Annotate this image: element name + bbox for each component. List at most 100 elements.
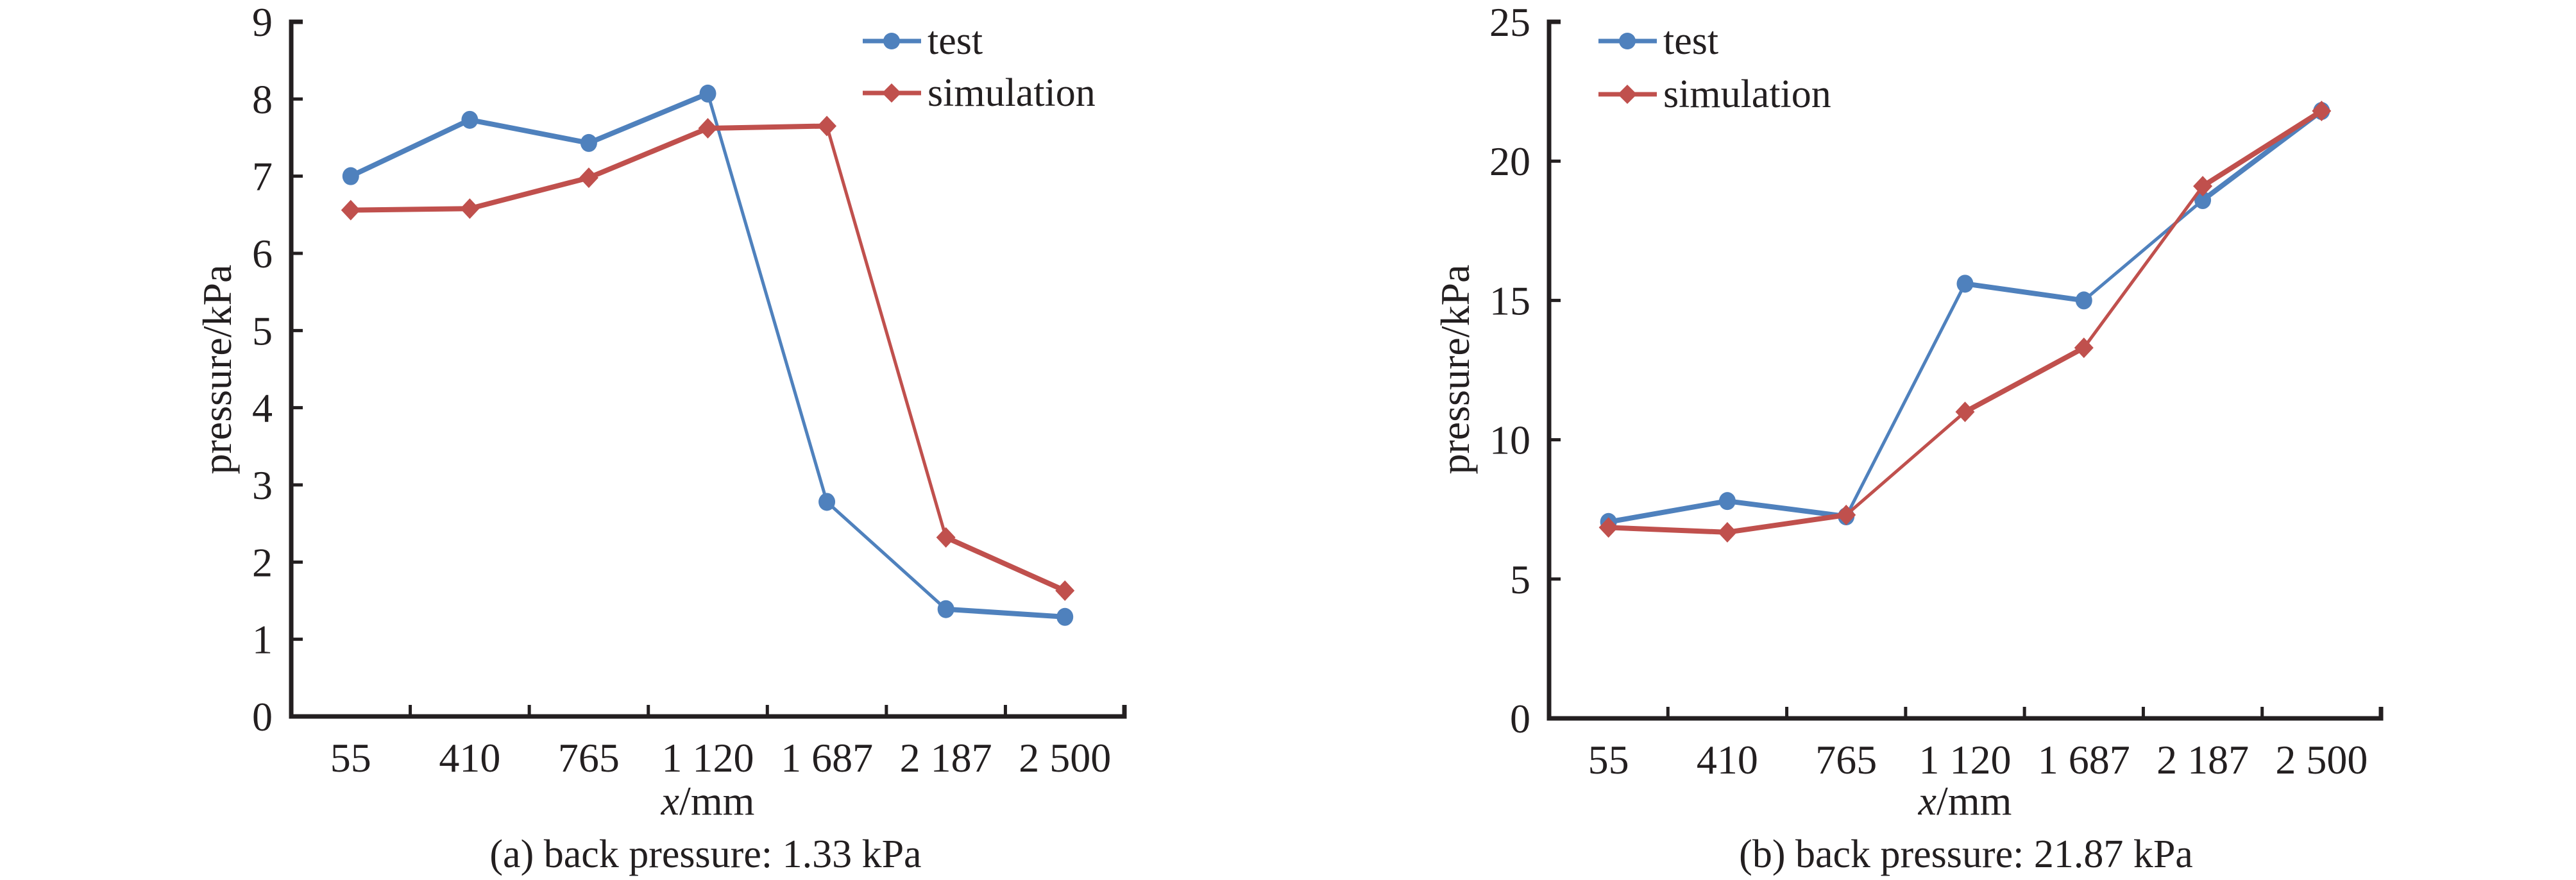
chart-caption: (b) back pressure: 21.87 kPa (1739, 833, 2193, 876)
chart-caption: (a) back pressure: 1.33 kPa (489, 833, 921, 876)
series-simulation (341, 115, 1075, 601)
data-point-simulation (579, 167, 598, 189)
y-tick-label: 9 (252, 0, 273, 45)
series-line-segment (2082, 198, 2205, 302)
series-line-segment (1606, 498, 1730, 525)
y-tick-label: 0 (1510, 696, 1530, 741)
series-line-segment (1724, 498, 1849, 520)
data-point-test (1718, 492, 1736, 511)
x-tick-label: 2 187 (2157, 737, 2249, 783)
y-tick-label: 10 (1489, 418, 1530, 463)
legend-label: test (928, 19, 983, 63)
series-line-segment (586, 90, 711, 146)
series-line-segment (943, 534, 1068, 593)
chart-a: 0 1 2 3 4 5 6 7 8 9 55 410 765 1 120 1 687 2 187 2 500 pr… (194, 0, 1127, 876)
x-tick-label: 765 (1815, 737, 1877, 783)
axes-frame (1546, 19, 2384, 721)
x-tick-label: 1 687 (2038, 737, 2130, 783)
legend-item-simulation: simulation (863, 71, 1096, 115)
data-point-simulation (1955, 402, 1975, 423)
x-axis-title-unit: /mm (1936, 778, 2012, 824)
y-axis-title: pressure/kPa (1432, 264, 1478, 474)
y-tick-label: 6 (252, 231, 273, 276)
y-tick-label: 5 (252, 308, 273, 353)
series-line-segment (706, 92, 829, 503)
x-tick-label: 55 (1588, 737, 1629, 783)
y-tick-label: 15 (1489, 278, 1530, 323)
legend-marker-diamond (882, 83, 901, 103)
x-axis-title-var: x (661, 778, 679, 824)
series-line-segment (1844, 410, 1967, 517)
data-point-test (2194, 191, 2212, 210)
data-point-test (2075, 291, 2092, 310)
series-line-segment (1606, 525, 1730, 535)
x-tick-label: 1 687 (781, 735, 873, 781)
data-point-simulation (936, 527, 956, 548)
series-test (342, 84, 1074, 626)
legend-item-test: test (863, 19, 983, 63)
series-line-segment (1844, 282, 1967, 518)
series-line-segment (825, 500, 948, 611)
data-point-test (1056, 607, 1074, 626)
data-point-test (937, 600, 954, 618)
data-point-simulation (817, 115, 837, 137)
legend-marker-diamond (1618, 85, 1637, 104)
series-simulation (1598, 101, 2332, 543)
x-tick-label: 2 187 (900, 735, 992, 781)
data-point-simulation (1598, 517, 1618, 538)
x-tick-label: 55 (330, 735, 371, 781)
x-axis-title-var: x (1918, 778, 1936, 824)
data-point-simulation (2312, 101, 2332, 122)
legend-label: simulation (1663, 72, 1831, 116)
x-tick-label: 410 (1697, 737, 1758, 783)
y-tick-label: 7 (252, 154, 273, 199)
series-line-segment (943, 606, 1068, 620)
series-line-segment (348, 117, 473, 179)
x-tick-label: 2 500 (1019, 735, 1111, 781)
series-line-segment (348, 206, 473, 213)
data-point-simulation (698, 118, 718, 139)
legend-marker-circle (1619, 33, 1636, 49)
series-line-segment (825, 124, 948, 539)
legend-label: simulation (928, 71, 1096, 115)
data-point-test (699, 84, 716, 103)
x-tick-label: 2 500 (2275, 737, 2368, 783)
data-point-simulation (1717, 521, 1737, 543)
legend-marker-circle (883, 33, 900, 49)
y-tick-label: 1 (252, 617, 273, 663)
series-line-segment (1962, 281, 2087, 303)
data-point-test (342, 167, 359, 185)
series-line-segment (467, 117, 591, 146)
x-tick-label: 1 120 (1919, 737, 2012, 783)
legend-item-simulation: simulation (1598, 72, 1831, 116)
y-tick-label: 5 (1510, 557, 1530, 602)
x-tick-label: 1 120 (662, 735, 754, 781)
x-axis-title: x/mm (1918, 778, 2012, 824)
x-tick-label: 410 (439, 735, 500, 781)
series-test (1600, 102, 2330, 531)
data-point-simulation (1055, 580, 1075, 601)
series-line-segment (1724, 512, 1849, 535)
y-axis-title: pressure/kPa (194, 264, 240, 474)
y-tick-label: 8 (252, 76, 273, 122)
data-point-test (818, 493, 836, 511)
data-point-test (1956, 275, 1974, 293)
legend-label: test (1663, 19, 1718, 63)
data-point-simulation (460, 198, 480, 219)
y-tick-label: 20 (1489, 139, 1530, 184)
series-line-segment (2082, 184, 2205, 350)
y-tick-label: 25 (1489, 0, 1530, 45)
y-tick-label: 4 (252, 385, 273, 431)
chart-b: 0 5 10 15 20 25 55 410 765 1 120 1 687 2 187 2 500 pr… (1432, 0, 2384, 876)
y-tick-label: 3 (252, 462, 273, 508)
series-line-segment (467, 175, 591, 212)
series-line-segment (1962, 345, 2087, 415)
legend-item-test: test (1598, 19, 1718, 63)
data-point-simulation (2193, 176, 2213, 197)
y-tick-label: 2 (252, 539, 273, 585)
data-point-test (461, 110, 479, 129)
series-line-segment (586, 126, 711, 181)
y-tick-label: 0 (252, 694, 273, 740)
data-point-test (580, 133, 597, 152)
